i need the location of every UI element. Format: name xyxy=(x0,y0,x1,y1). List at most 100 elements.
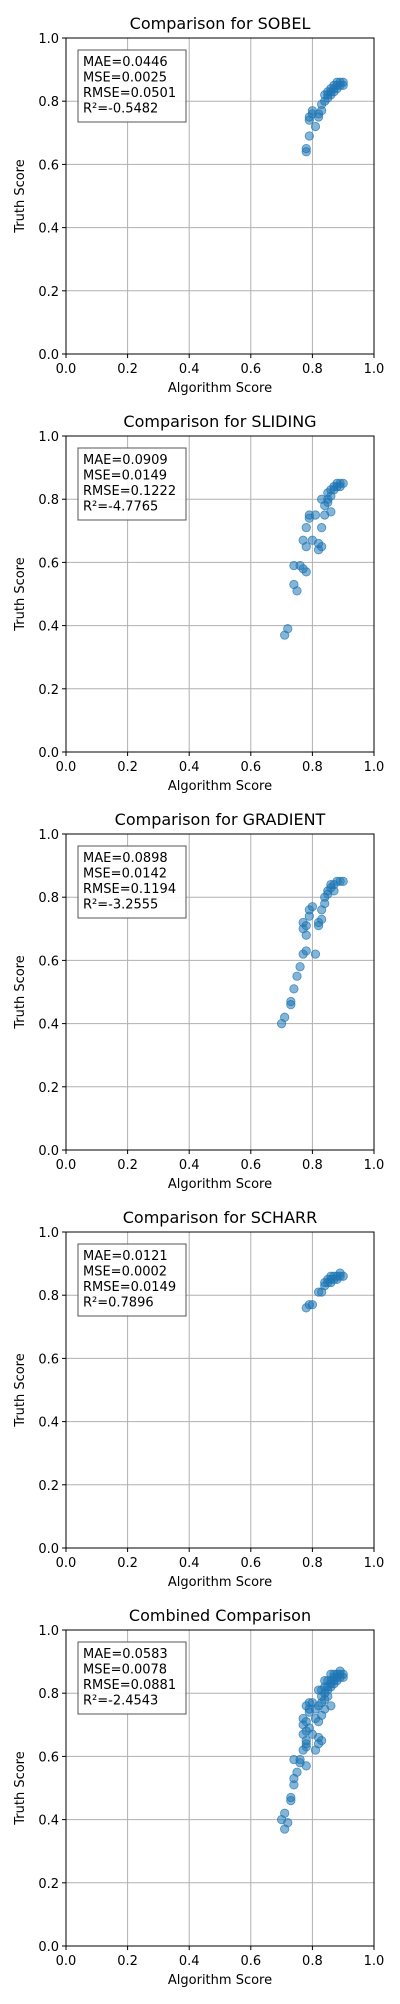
x-tick-label: 0.8 xyxy=(302,1954,323,1969)
x-tick-label: 0.0 xyxy=(56,1954,77,1969)
x-tick-label: 0.4 xyxy=(179,362,200,377)
data-point xyxy=(295,962,305,972)
stats-line: RMSE=0.0881 xyxy=(83,1678,176,1693)
data-point xyxy=(301,541,311,552)
axes-frame xyxy=(65,435,375,753)
y-tick-label: 0.0 xyxy=(38,1542,59,1557)
data-point xyxy=(310,949,321,959)
x-tick-label: 0.2 xyxy=(117,760,138,775)
data-point xyxy=(301,523,311,533)
y-axis-label: Truth Score xyxy=(13,1353,28,1428)
y-tick-label: 1.0 xyxy=(38,828,59,843)
x-tick-label: 0.2 xyxy=(117,362,138,377)
data-point xyxy=(326,1271,336,1281)
stats-line: R²=-3.2555 xyxy=(83,898,158,913)
data-point xyxy=(292,971,302,981)
stats-box xyxy=(77,447,187,521)
data-point xyxy=(338,876,348,887)
x-tick-label: 1.0 xyxy=(364,362,385,377)
x-tick-label: 0.0 xyxy=(56,1158,77,1173)
x-axis-label: Algorithm Score xyxy=(168,1177,272,1192)
x-axis-label: Algorithm Score xyxy=(168,779,272,794)
y-tick-label: 0.2 xyxy=(38,1081,59,1096)
y-tick-label: 0.8 xyxy=(38,1687,59,1702)
stats-line: MSE=0.0142 xyxy=(83,867,167,882)
x-axis-label: Algorithm Score xyxy=(168,1973,272,1988)
data-point xyxy=(304,131,314,141)
chart-title: Comparison for SOBEL xyxy=(130,14,311,33)
data-point xyxy=(307,902,317,912)
y-tick-label: 0.6 xyxy=(38,954,59,969)
x-tick-label: 0.6 xyxy=(240,1954,261,1969)
y-tick-label: 0.6 xyxy=(38,1750,59,1765)
data-point xyxy=(280,1808,290,1818)
y-tick-label: 0.4 xyxy=(38,1416,59,1431)
y-tick-label: 0.4 xyxy=(38,620,59,635)
data-point xyxy=(326,1701,336,1711)
x-tick-label: 0.8 xyxy=(302,760,323,775)
stats-box xyxy=(77,845,187,919)
y-tick-label: 0.6 xyxy=(38,158,59,173)
y-axis-label: Truth Score xyxy=(13,1751,28,1826)
data-point xyxy=(310,121,321,132)
axes-frame xyxy=(65,833,375,1151)
y-tick-label: 0.8 xyxy=(38,891,59,906)
stats-line: MAE=0.0909 xyxy=(83,453,168,468)
y-tick-label: 1.0 xyxy=(38,1624,59,1639)
y-tick-label: 0.8 xyxy=(38,95,59,110)
chart-panel-2: 0.0 0.2 0.4 0.6 0.8 1.0 0.0 0.2 0.4 0.6 0.8 1.0 Comp… xyxy=(13,412,384,794)
axes-frame xyxy=(65,1629,375,1947)
stats-line: R²=-2.4543 xyxy=(83,1694,158,1709)
data-point xyxy=(301,1761,311,1771)
stats-line: MAE=0.0446 xyxy=(83,55,168,70)
data-point xyxy=(329,886,339,896)
x-tick-label: 0.2 xyxy=(117,1556,138,1571)
stats-line: MAE=0.0121 xyxy=(83,1249,168,1264)
data-point xyxy=(310,510,321,520)
x-tick-label: 0.2 xyxy=(117,1158,138,1173)
x-axis-label: Algorithm Score xyxy=(168,381,272,396)
data-point xyxy=(301,921,311,931)
stats-line: MSE=0.0025 xyxy=(83,71,167,86)
chart-panel-4: 0.0 0.2 0.4 0.6 0.8 1.0 0.0 0.2 0.4 0.6 0.8 1.0 Comp… xyxy=(13,1208,384,1590)
stats-line: R²=-0.5482 xyxy=(83,102,158,117)
data-point xyxy=(338,1669,348,1679)
y-tick-label: 1.0 xyxy=(38,32,59,47)
stats-box xyxy=(77,49,187,123)
y-tick-label: 0.0 xyxy=(38,348,59,363)
x-tick-label: 1.0 xyxy=(364,1158,385,1173)
stats-line: RMSE=0.0149 xyxy=(83,1280,176,1295)
x-axis-label: Algorithm Score xyxy=(168,1575,272,1590)
data-point xyxy=(301,946,311,956)
stats-box xyxy=(77,1243,187,1317)
x-tick-label: 0.4 xyxy=(179,1556,200,1571)
data-point xyxy=(317,494,327,504)
stats-line: RMSE=0.1222 xyxy=(83,484,176,499)
y-tick-label: 0.4 xyxy=(38,222,59,237)
y-tick-label: 0.0 xyxy=(38,1144,59,1159)
y-tick-label: 1.0 xyxy=(38,1226,59,1241)
y-tick-label: 0.8 xyxy=(38,493,59,508)
x-tick-label: 1.0 xyxy=(364,1556,385,1571)
y-tick-label: 1.0 xyxy=(38,430,59,445)
stats-line: R²=0.7896 xyxy=(83,1296,154,1311)
data-point xyxy=(292,586,302,596)
y-tick-label: 0.2 xyxy=(38,1479,59,1494)
data-point xyxy=(320,1277,330,1288)
stats-box xyxy=(77,1641,187,1715)
y-tick-label: 0.4 xyxy=(38,1814,59,1829)
stats-line: MAE=0.0898 xyxy=(83,851,168,866)
stats-line: RMSE=0.0501 xyxy=(83,86,176,101)
data-point xyxy=(338,1271,348,1281)
chart-panel-1: 0.0 0.2 0.4 0.6 0.8 1.0 0.0 0.2 0.4 0.6 0.8 1.0 Comp… xyxy=(13,14,384,396)
data-point xyxy=(326,507,336,517)
x-tick-label: 0.6 xyxy=(240,1556,261,1571)
x-tick-label: 0.0 xyxy=(56,1556,77,1571)
y-axis-label: Truth Score xyxy=(13,557,28,632)
x-tick-label: 0.2 xyxy=(117,1954,138,1969)
data-point xyxy=(317,914,327,924)
x-tick-label: 0.0 xyxy=(56,362,77,377)
data-point xyxy=(301,1736,311,1746)
y-tick-label: 0.6 xyxy=(38,556,59,571)
